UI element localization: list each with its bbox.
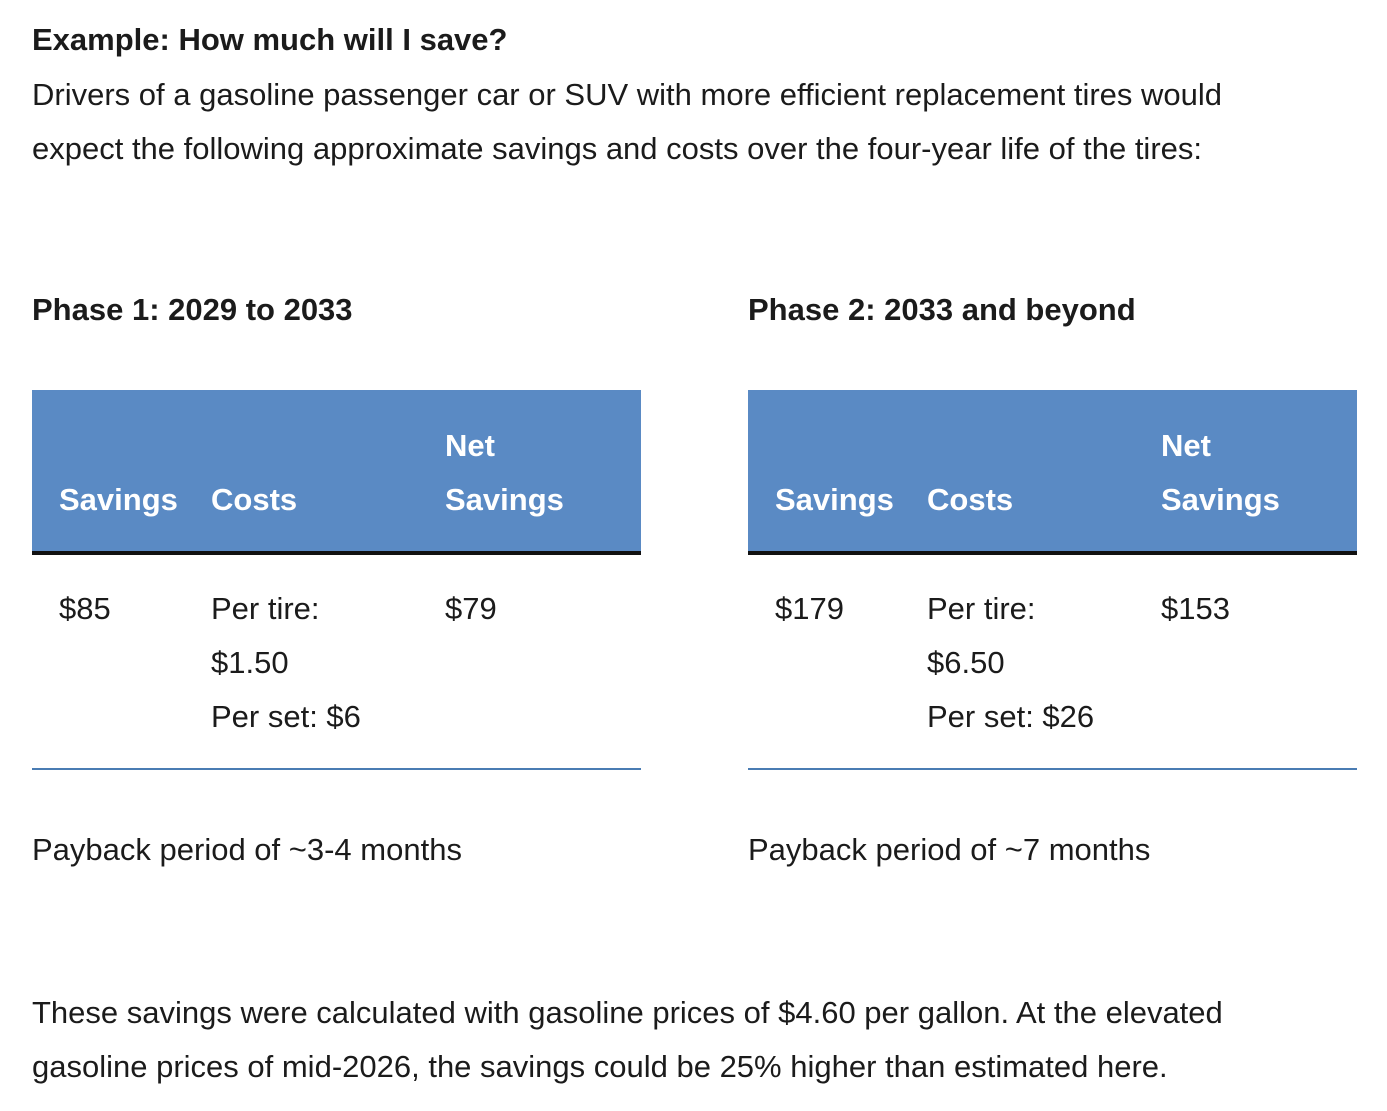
cell-net-savings: $153	[1161, 591, 1230, 626]
cell-net-savings: $79	[445, 591, 497, 626]
cell-savings: $179	[775, 591, 844, 626]
cell-savings: $85	[59, 591, 111, 626]
cost-line: $6.50	[927, 645, 1005, 680]
phase-2-table: Savings Costs Net Savings $179 Per tire:…	[748, 390, 1357, 770]
cell-costs: Per tire: $1.50 Per set: $6	[211, 582, 361, 744]
table-header-row: Savings Costs Net Savings	[32, 390, 641, 555]
table-header-row: Savings Costs Net Savings	[748, 390, 1357, 555]
footnote-line: gasoline prices of mid-2026, the savings…	[32, 1049, 1168, 1084]
header-savings: Savings	[59, 482, 178, 517]
cost-line: $1.50	[211, 645, 289, 680]
intro-paragraph: Drivers of a gasoline passenger car or S…	[32, 68, 1352, 176]
table-row: $85 Per tire: $1.50 Per set: $6 $79	[32, 555, 641, 770]
header-net-line: Savings	[445, 482, 564, 517]
header-net-savings: Net Savings	[445, 419, 564, 527]
table-row: $179 Per tire: $6.50 Per set: $26 $153	[748, 555, 1357, 770]
phase-1-payback: Payback period of ~3-4 months	[32, 832, 462, 867]
cell-costs: Per tire: $6.50 Per set: $26	[927, 582, 1094, 744]
footnote-paragraph: These savings were calculated with gasol…	[32, 986, 1352, 1094]
phase-1-table: Savings Costs Net Savings $85 Per tire: …	[32, 390, 641, 770]
intro-line: expect the following approximate savings…	[32, 131, 1202, 166]
header-net-line: Savings	[1161, 482, 1280, 517]
phase-2-title: Phase 2: 2033 and beyond	[748, 292, 1136, 327]
footnote-line: These savings were calculated with gasol…	[32, 995, 1223, 1030]
page-heading: Example: How much will I save?	[32, 22, 508, 57]
cost-line: Per set: $6	[211, 699, 361, 734]
phase-2-section: Phase 2: 2033 and beyond Savings Costs N…	[748, 288, 1357, 867]
intro-line: Drivers of a gasoline passenger car or S…	[32, 77, 1223, 112]
header-net-savings: Net Savings	[1161, 419, 1280, 527]
header-net-line: Net	[445, 428, 495, 463]
header-costs: Costs	[927, 482, 1014, 517]
cost-line: Per tire:	[211, 591, 320, 626]
phase-2-payback: Payback period of ~7 months	[748, 832, 1151, 867]
header-savings: Savings	[775, 482, 894, 517]
header-costs: Costs	[211, 482, 298, 517]
header-net-line: Net	[1161, 428, 1211, 463]
cost-line: Per tire:	[927, 591, 1036, 626]
phase-1-section: Phase 1: 2029 to 2033 Savings Costs Net …	[32, 288, 641, 867]
phase-1-title: Phase 1: 2029 to 2033	[32, 292, 353, 327]
cost-line: Per set: $26	[927, 699, 1095, 734]
